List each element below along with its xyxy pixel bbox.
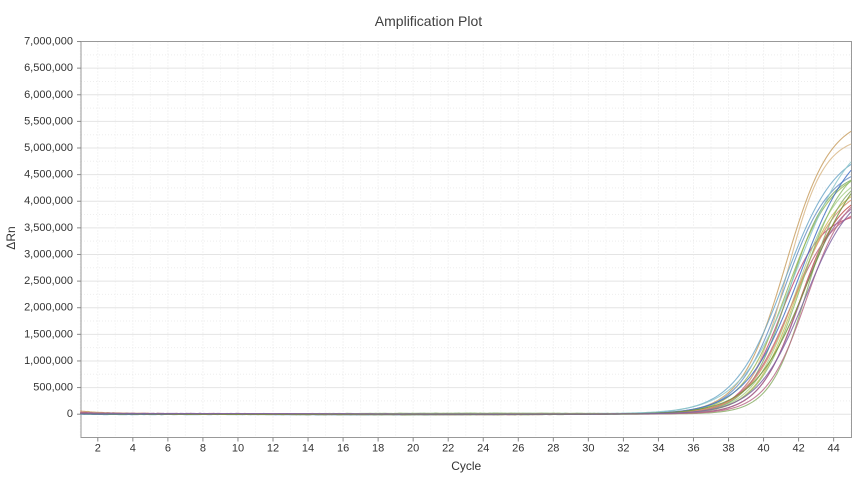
svg-text:34: 34 — [652, 443, 664, 455]
svg-text:44: 44 — [828, 443, 840, 455]
svg-text:3,500,000: 3,500,000 — [24, 222, 73, 234]
svg-text:3,000,000: 3,000,000 — [24, 248, 73, 260]
svg-text:5,000,000: 5,000,000 — [24, 142, 73, 154]
svg-text:7,000,000: 7,000,000 — [24, 36, 73, 48]
svg-text:2: 2 — [95, 443, 101, 455]
svg-text:6,500,000: 6,500,000 — [24, 62, 73, 74]
svg-text:24: 24 — [477, 443, 489, 455]
svg-text:4,000,000: 4,000,000 — [24, 195, 73, 207]
svg-text:40: 40 — [757, 443, 769, 455]
svg-text:12: 12 — [267, 443, 279, 455]
svg-text:5,500,000: 5,500,000 — [24, 115, 73, 127]
svg-text:14: 14 — [302, 443, 314, 455]
svg-text:30: 30 — [582, 443, 594, 455]
svg-text:8: 8 — [200, 443, 206, 455]
svg-text:22: 22 — [442, 443, 454, 455]
svg-text:6: 6 — [165, 443, 171, 455]
svg-text:4,500,000: 4,500,000 — [24, 169, 73, 181]
svg-text:36: 36 — [687, 443, 699, 455]
svg-text:18: 18 — [372, 443, 384, 455]
svg-text:500,000: 500,000 — [33, 382, 73, 394]
svg-text:32: 32 — [617, 443, 629, 455]
svg-text:38: 38 — [722, 443, 734, 455]
svg-text:10: 10 — [232, 443, 244, 455]
svg-text:42: 42 — [792, 443, 804, 455]
svg-text:2,500,000: 2,500,000 — [24, 275, 73, 287]
svg-text:16: 16 — [337, 443, 349, 455]
svg-text:26: 26 — [512, 443, 524, 455]
svg-text:28: 28 — [547, 443, 559, 455]
svg-text:4: 4 — [130, 443, 136, 455]
svg-text:6,000,000: 6,000,000 — [24, 89, 73, 101]
svg-text:20: 20 — [407, 443, 419, 455]
svg-text:1,000,000: 1,000,000 — [24, 355, 73, 367]
svg-text:1,500,000: 1,500,000 — [24, 328, 73, 340]
svg-text:2,000,000: 2,000,000 — [24, 302, 73, 314]
svg-text:0: 0 — [67, 408, 73, 420]
svg-text:Cycle: Cycle — [451, 459, 481, 473]
